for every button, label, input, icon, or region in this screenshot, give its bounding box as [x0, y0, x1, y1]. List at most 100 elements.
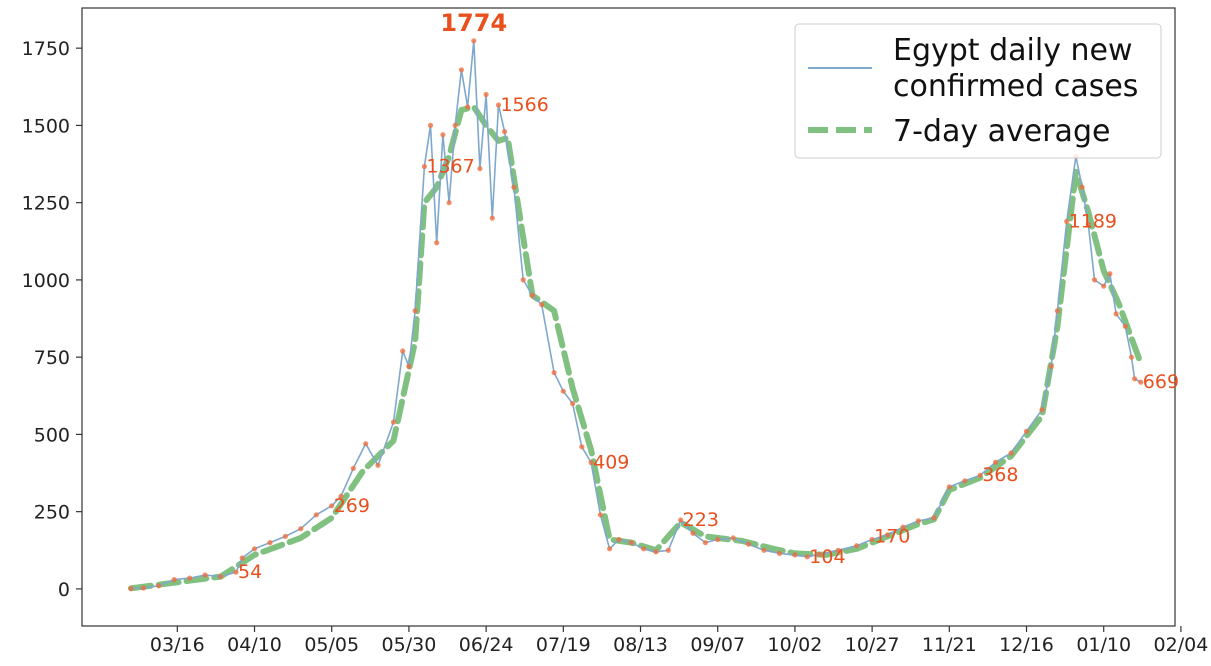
daily-cases-point	[869, 536, 875, 543]
daily-cases-point	[400, 348, 406, 354]
x-tick-label: 12/16	[999, 634, 1054, 656]
daily-cases-point	[434, 240, 440, 246]
annotation-label: 1189	[1069, 211, 1117, 233]
daily-cases-point	[1128, 354, 1135, 360]
daily-cases-point	[1113, 311, 1119, 317]
daily-cases-point	[171, 577, 177, 583]
daily-cases-point	[218, 574, 224, 580]
daily-cases-point	[854, 543, 860, 549]
annotation-label: 269	[334, 495, 370, 517]
daily-cases-point	[1091, 277, 1098, 283]
daily-cases-point	[495, 102, 502, 108]
daily-cases-point	[962, 478, 968, 484]
legend-box	[794, 23, 1162, 159]
daily-cases-point	[239, 555, 245, 561]
annotation-label: 409	[593, 452, 629, 474]
daily-cases-point	[1138, 379, 1144, 385]
daily-cases-point	[653, 549, 659, 555]
series-layer	[128, 40, 1144, 592]
daily-cases-point	[1132, 376, 1138, 382]
x-tick-label: 11/21	[922, 634, 977, 656]
daily-cases-point	[746, 541, 752, 547]
daily-cases-point	[579, 444, 585, 450]
annotation-label: 54	[238, 561, 262, 583]
daily-cases-point	[1023, 428, 1030, 434]
y-tick-label: 1500	[22, 115, 70, 137]
legend-series-1-label-line2: confirmed cases	[893, 69, 1138, 104]
markers-layer	[128, 38, 1144, 592]
daily-cases-point	[1079, 184, 1085, 190]
annotations-layer: 54 269 1367 1774 1566 409 223 104 170 368 1189 669	[238, 9, 1179, 583]
y-tick-label: 750	[34, 347, 70, 369]
daily-cases-point	[1122, 323, 1128, 329]
daily-cases-point	[804, 554, 810, 560]
x-tick-label: 03/16	[150, 634, 205, 656]
daily-cases-point	[915, 518, 922, 524]
annotation-label: 223	[683, 509, 719, 531]
daily-cases-point	[338, 493, 344, 499]
daily-cases-point	[452, 122, 458, 128]
daily-cases-point	[511, 184, 517, 190]
daily-cases-point	[792, 552, 798, 558]
daily-cases-point	[251, 546, 258, 552]
x-tick-label: 07/19	[536, 634, 591, 656]
daily-cases-point	[690, 530, 696, 536]
x-tick-label: 09/07	[690, 634, 745, 656]
daily-cases-point	[1101, 283, 1107, 289]
daily-cases-point	[406, 363, 412, 369]
daily-cases-point	[282, 533, 288, 540]
daily-cases-point	[489, 215, 495, 221]
daily-cases-point	[329, 503, 335, 509]
daily-cases-point	[730, 535, 736, 541]
x-tick-label: 05/30	[382, 634, 437, 656]
daily-cases-point	[715, 536, 721, 543]
daily-cases-point	[187, 575, 193, 581]
y-tick-label: 1250	[22, 193, 70, 215]
annotation-label: 368	[982, 464, 1018, 486]
x-tick-label: 02/04	[1154, 634, 1209, 656]
daily-cases-point	[471, 38, 477, 44]
daily-cases-point	[477, 166, 483, 172]
daily-cases-point	[597, 512, 604, 518]
x-tick-label: 01/10	[1076, 634, 1131, 656]
daily-cases-point	[233, 569, 239, 575]
x-tick-label: 06/24	[459, 634, 514, 656]
daily-cases-point	[465, 104, 471, 110]
y-tick-label: 250	[34, 502, 70, 524]
daily-cases-point	[539, 302, 545, 308]
daily-cases-point	[817, 551, 823, 557]
y-tick-label: 0	[58, 579, 70, 601]
annotation-label: 170	[874, 525, 910, 547]
daily-cases-point	[298, 526, 304, 532]
daily-cases-point	[1048, 363, 1054, 369]
daily-cases-point	[421, 163, 427, 170]
daily-cases-point	[560, 388, 566, 394]
daily-cases-point	[529, 292, 536, 298]
daily-cases-point	[412, 308, 418, 314]
annotation-label: 1367	[426, 156, 474, 178]
annotation-label: 669	[1143, 371, 1179, 393]
annotation-label: 1774	[440, 9, 507, 37]
daily-cases-point	[520, 277, 526, 283]
daily-cases-point	[702, 540, 709, 546]
x-tick-label: 05/05	[304, 634, 359, 656]
daily-cases-point	[885, 532, 891, 538]
daily-cases-point	[363, 441, 369, 447]
daily-cases-point	[128, 586, 134, 592]
daily-cases-point	[665, 547, 671, 553]
daily-cases-line	[130, 40, 1142, 590]
daily-cases-point	[502, 129, 508, 135]
x-tick-label: 10/02	[768, 634, 823, 656]
daily-cases-point	[446, 200, 452, 206]
x-tick-label: 08/13	[613, 634, 668, 656]
daily-cases-point	[390, 419, 397, 425]
daily-cases-point	[835, 547, 841, 553]
daily-cases-point	[313, 512, 319, 518]
legend-series-2-label: 7-day average	[893, 114, 1110, 149]
daily-cases-point	[440, 132, 446, 138]
daily-cases-point	[1064, 218, 1070, 225]
daily-cases-point	[616, 536, 622, 543]
daily-cases-point	[1107, 271, 1113, 277]
daily-cases-point	[1008, 450, 1014, 456]
